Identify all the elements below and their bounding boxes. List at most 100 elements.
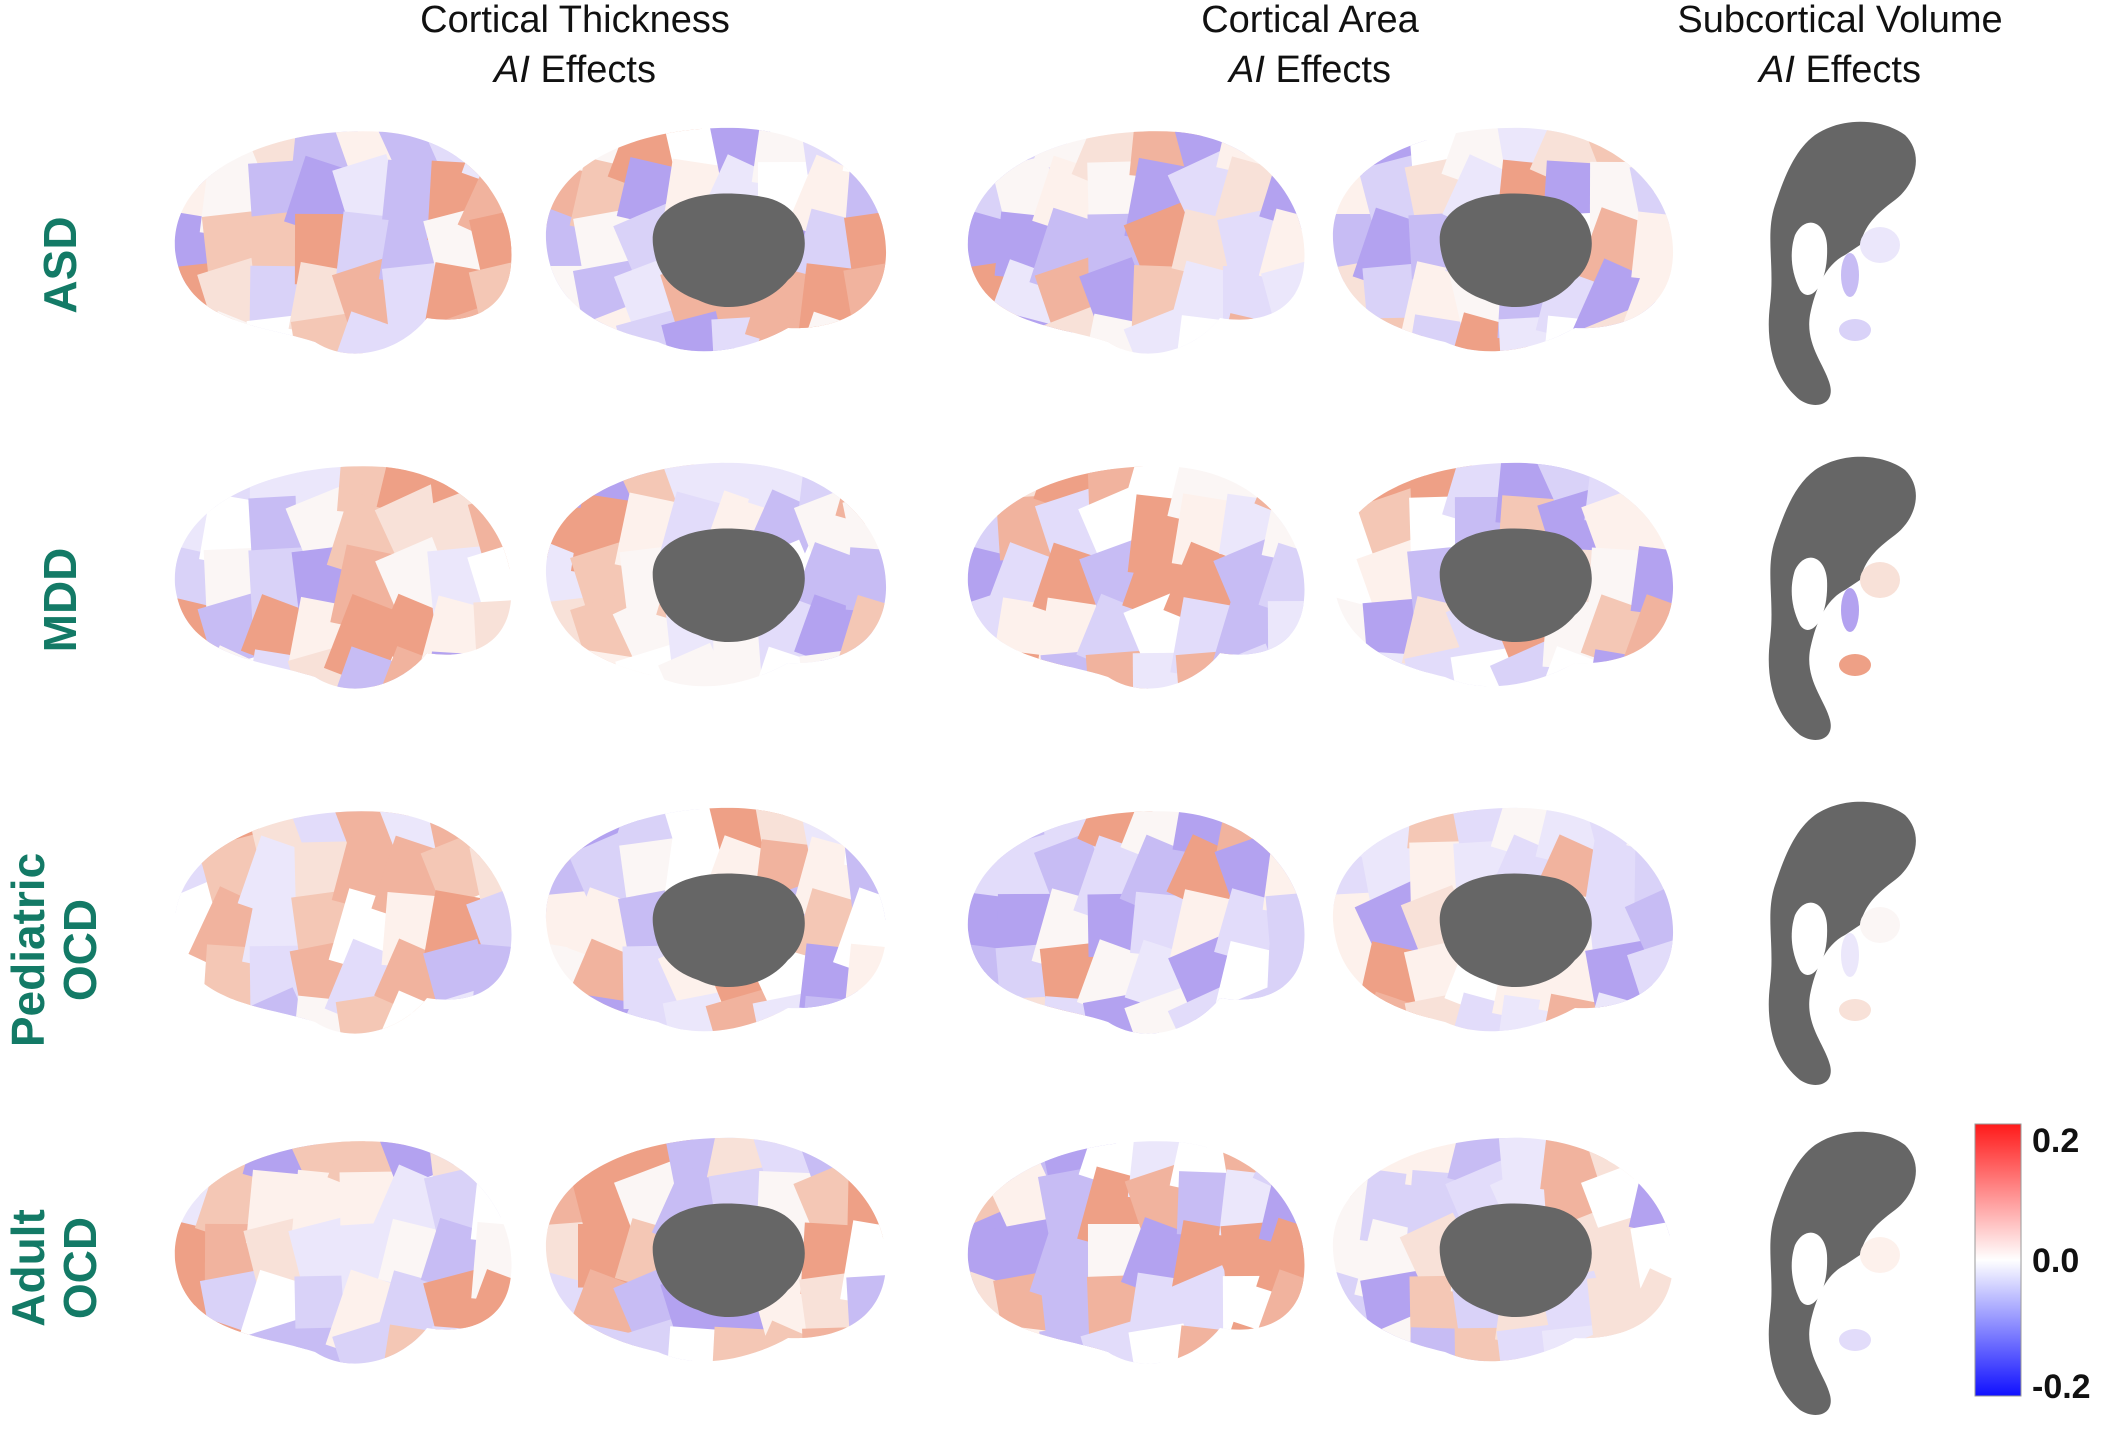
parcel xyxy=(1619,645,1674,687)
brain-view xyxy=(545,807,887,1032)
subcortical-structure xyxy=(1860,907,1900,943)
header-subtitle: AI Effects xyxy=(1227,49,1391,91)
parcel xyxy=(1582,649,1666,687)
header-italic: AI xyxy=(1757,49,1795,91)
subcortical-structure xyxy=(1860,1237,1900,1273)
parcel xyxy=(967,639,1037,689)
subcortical-structure xyxy=(1839,319,1871,341)
header-title: Subcortical Volume xyxy=(1677,0,2002,41)
brain-view xyxy=(1332,807,1674,1032)
row-label: Pediatric xyxy=(2,853,54,1047)
parcel xyxy=(545,993,598,1032)
parcel xyxy=(545,317,605,352)
parcel xyxy=(174,811,228,861)
brain-view xyxy=(1332,1137,1674,1362)
parcel xyxy=(802,1326,870,1362)
parcels xyxy=(967,131,1305,354)
subcortical-structure xyxy=(1839,654,1871,676)
parcels xyxy=(174,1141,512,1364)
brain-view xyxy=(174,1141,512,1364)
parcels xyxy=(174,811,512,1034)
subcortical-view xyxy=(1768,456,1916,740)
parcel xyxy=(844,943,887,1016)
medial-wall xyxy=(1439,1203,1592,1318)
subcortical-outline xyxy=(1768,456,1916,740)
medial-wall xyxy=(652,193,805,308)
parcel xyxy=(1175,650,1239,689)
subcortical-structure xyxy=(1841,588,1859,632)
subcortical-view xyxy=(1768,801,1916,1085)
row-label: Adult xyxy=(2,1209,54,1327)
brain-view xyxy=(174,131,512,354)
parcel xyxy=(1266,944,1305,1016)
brain-view xyxy=(174,466,512,689)
brain-view xyxy=(1332,127,1674,352)
parcel xyxy=(1259,986,1305,1034)
medial-wall xyxy=(1439,193,1592,308)
parcel xyxy=(967,316,1030,354)
brain-view xyxy=(967,466,1305,689)
header-rest: Effects xyxy=(541,49,656,91)
parcel xyxy=(467,987,512,1034)
colorbar-gradient xyxy=(1974,1123,2022,1397)
parcel xyxy=(1261,131,1305,184)
subcortical-outline xyxy=(1768,1131,1916,1415)
subcortical-region xyxy=(1791,557,1828,630)
subcortical-outline xyxy=(1768,121,1916,405)
parcel xyxy=(843,258,887,333)
parcel xyxy=(842,1137,887,1194)
medial-wall xyxy=(652,528,805,643)
parcel xyxy=(471,944,512,1020)
header-rest: Effects xyxy=(1806,49,1921,91)
parcel xyxy=(464,1141,512,1190)
parcel xyxy=(1173,315,1257,354)
parcel xyxy=(1332,995,1380,1032)
parcels xyxy=(967,466,1305,689)
headers: Cortical Thickness AI Effects Cortical A… xyxy=(420,0,2003,91)
row-label: MDD xyxy=(34,548,86,653)
parcel xyxy=(1626,1137,1674,1194)
parcel xyxy=(471,312,512,354)
subcortical-region xyxy=(1791,222,1828,295)
brain-view xyxy=(967,131,1305,354)
parcel xyxy=(1213,643,1292,689)
header-subtitle: AI Effects xyxy=(492,49,656,91)
parcel xyxy=(472,466,512,510)
parcel xyxy=(842,993,887,1032)
subcortical-structure xyxy=(1841,253,1859,297)
row-labels: ASD MDD Pediatric OCD Adult OCD xyxy=(2,216,106,1326)
subcortical-structure xyxy=(1841,933,1859,977)
row-label: ASD xyxy=(34,216,86,313)
medial-wall xyxy=(652,1203,805,1318)
medial-wall xyxy=(652,873,805,988)
parcel xyxy=(1260,648,1305,689)
parcel xyxy=(845,1326,887,1362)
header-title: Cortical Area xyxy=(1201,0,1419,41)
parcel xyxy=(1211,1321,1303,1364)
parcel xyxy=(1332,1326,1397,1362)
header-subtitle: AI Effects xyxy=(1757,49,1921,91)
parcel xyxy=(174,993,226,1034)
parcels xyxy=(174,466,512,689)
parcel xyxy=(174,314,234,354)
parcel xyxy=(1262,1322,1305,1364)
parcel xyxy=(841,646,887,687)
subcortical-view xyxy=(1768,1131,1916,1415)
parcel xyxy=(842,127,887,183)
parcel xyxy=(463,1322,512,1364)
colorbar: 0.2 0.0 -0.2 xyxy=(1974,1122,2091,1406)
parcel xyxy=(382,159,445,226)
subcortical-structure xyxy=(1860,227,1900,263)
parcel xyxy=(1263,315,1305,354)
brain-view xyxy=(967,1141,1305,1364)
parcel xyxy=(845,315,887,352)
parcel xyxy=(967,988,1025,1034)
parcel xyxy=(846,1274,887,1338)
parcel xyxy=(1213,313,1300,354)
subcortical-structure xyxy=(1839,999,1871,1021)
parcel xyxy=(174,645,236,689)
brain-view xyxy=(174,811,512,1034)
parcel xyxy=(1172,1325,1252,1364)
parcel xyxy=(1494,994,1565,1032)
subcortical-structure xyxy=(1841,1263,1859,1307)
